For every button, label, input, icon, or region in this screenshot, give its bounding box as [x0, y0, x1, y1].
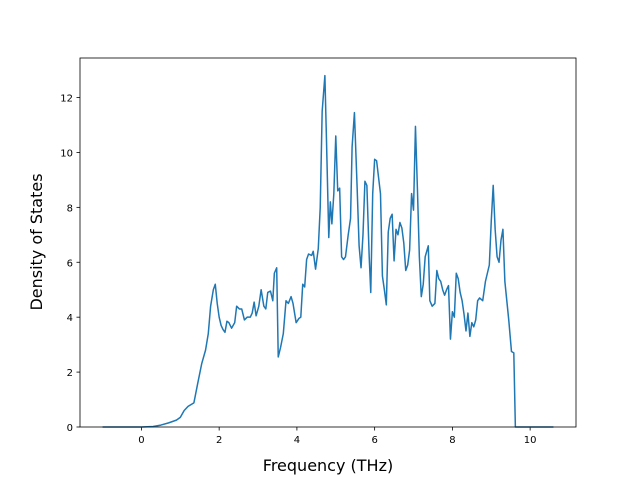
- x-tick-label: 6: [371, 435, 377, 446]
- line-series: [102, 74, 554, 428]
- plot-frame: [79, 57, 577, 428]
- y-axis-label: Density of States: [27, 173, 46, 310]
- y-tick-label: 0: [67, 423, 73, 434]
- x-tick-label: 10: [524, 435, 537, 446]
- x-tick-label: 0: [138, 435, 144, 446]
- x-tick-label: 8: [449, 435, 455, 446]
- x-tick-label: 2: [216, 435, 222, 446]
- y-tick-label: 2: [67, 368, 73, 379]
- y-tick-label: 10: [60, 148, 73, 159]
- x-axis-label: Frequency (THz): [263, 456, 393, 475]
- y-tick-label: 12: [60, 94, 73, 105]
- y-tick-label: 4: [67, 313, 73, 324]
- x-tick-label: 4: [294, 435, 300, 446]
- y-tick-label: 6: [67, 258, 73, 269]
- y-tick-label: 8: [67, 203, 73, 214]
